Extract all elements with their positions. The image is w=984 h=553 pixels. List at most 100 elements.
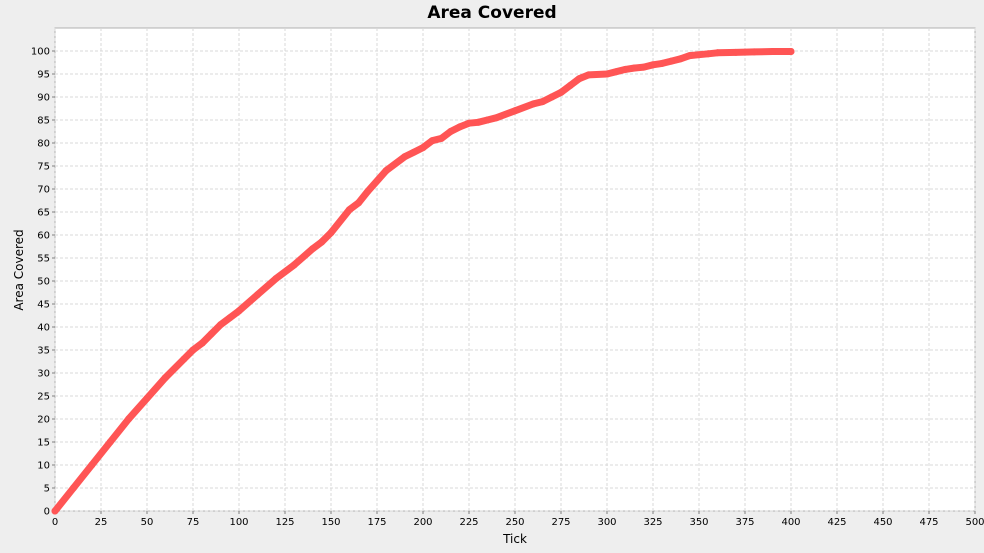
- x-tick-label: 350: [689, 517, 708, 528]
- data-point: [585, 71, 593, 79]
- x-tick-label: 450: [873, 517, 892, 528]
- grid-lines: [54, 28, 976, 512]
- data-point: [161, 374, 169, 382]
- data-point: [557, 88, 565, 96]
- data-point: [318, 238, 326, 246]
- x-tick-label: 425: [827, 517, 846, 528]
- y-tick-label: 70: [37, 185, 50, 196]
- data-point: [419, 144, 427, 152]
- data-point: [189, 346, 197, 354]
- y-tick-label: 45: [37, 300, 50, 311]
- x-tick-label: 400: [781, 517, 800, 528]
- data-point: [217, 321, 225, 329]
- data-point: [447, 128, 455, 135]
- series-layer: [51, 48, 795, 515]
- data-point: [658, 59, 666, 67]
- data-point: [493, 114, 501, 122]
- data-point: [355, 199, 363, 207]
- x-axis-label: Tick: [502, 532, 527, 546]
- data-point: [750, 48, 758, 56]
- x-tick-label: 475: [919, 517, 938, 528]
- data-point: [456, 123, 464, 131]
- data-point: [401, 153, 409, 161]
- axis-ticks: 0 25 50 75 100 125 150 175 200 225 250 275 300 325 350…: [31, 47, 984, 529]
- y-tick-label: 35: [37, 346, 50, 357]
- x-tick-label: 500: [965, 517, 984, 528]
- data-point: [253, 291, 261, 299]
- data-point: [612, 68, 620, 76]
- data-point: [290, 261, 298, 269]
- y-tick-label: 60: [37, 231, 50, 242]
- data-point: [428, 137, 436, 145]
- y-tick-label: 95: [37, 70, 50, 81]
- data-point: [649, 61, 657, 69]
- data-point: [309, 245, 317, 253]
- y-tick-label: 50: [37, 277, 50, 288]
- data-point: [437, 134, 445, 142]
- x-tick-label: 125: [275, 517, 294, 528]
- data-point: [474, 118, 482, 126]
- x-tick-label: 200: [413, 517, 432, 528]
- data-point: [539, 98, 547, 106]
- y-tick-label: 25: [37, 392, 50, 403]
- y-tick-label: 10: [37, 461, 50, 472]
- y-tick-label: 90: [37, 93, 50, 104]
- x-tick-label: 225: [459, 517, 478, 528]
- y-tick-label: 20: [37, 415, 50, 426]
- y-tick-label: 5: [44, 484, 50, 495]
- data-point: [327, 229, 335, 237]
- data-point: [686, 52, 694, 60]
- x-tick-label: 75: [187, 517, 200, 528]
- data-point: [677, 55, 685, 63]
- data-point: [695, 51, 703, 59]
- x-tick-label: 25: [95, 517, 108, 528]
- x-tick-label: 375: [735, 517, 754, 528]
- data-point: [51, 507, 59, 515]
- data-point: [483, 116, 491, 124]
- data-point: [88, 461, 96, 469]
- data-point: [575, 75, 583, 83]
- chart-title: Area Covered: [427, 3, 557, 23]
- data-point: [125, 415, 133, 423]
- data-point: [180, 355, 188, 363]
- data-point: [465, 119, 473, 127]
- data-point: [704, 50, 712, 58]
- data-point: [511, 107, 519, 115]
- y-tick-label: 65: [37, 208, 50, 219]
- y-tick-label: 0: [44, 507, 50, 518]
- y-tick-label: 15: [37, 438, 50, 449]
- data-point: [631, 64, 639, 72]
- x-tick-label: 50: [141, 517, 154, 528]
- data-point: [410, 148, 418, 156]
- data-point: [226, 314, 234, 322]
- x-tick-label: 300: [597, 517, 616, 528]
- data-point: [198, 339, 206, 347]
- data-point: [640, 63, 648, 71]
- data-point: [69, 484, 77, 492]
- data-point: [207, 330, 215, 338]
- data-point: [787, 48, 795, 55]
- data-point: [713, 49, 721, 57]
- data-point: [272, 275, 280, 283]
- data-point: [667, 57, 675, 65]
- x-tick-label: 0: [52, 517, 58, 528]
- data-point: [345, 206, 353, 214]
- data-point: [548, 93, 556, 101]
- x-tick-label: 250: [505, 517, 524, 528]
- x-tick-label: 325: [643, 517, 662, 528]
- y-tick-label: 30: [37, 369, 50, 380]
- y-tick-label: 75: [37, 162, 50, 173]
- data-point: [621, 65, 629, 73]
- y-tick-label: 55: [37, 254, 50, 265]
- data-point: [106, 438, 114, 446]
- y-tick-label: 85: [37, 116, 50, 127]
- x-tick-label: 175: [367, 517, 386, 528]
- data-point: [603, 70, 611, 78]
- x-tick-label: 150: [321, 517, 340, 528]
- data-point: [529, 100, 537, 108]
- data-point: [235, 307, 243, 315]
- y-tick-label: 100: [31, 47, 50, 58]
- data-point: [364, 187, 372, 195]
